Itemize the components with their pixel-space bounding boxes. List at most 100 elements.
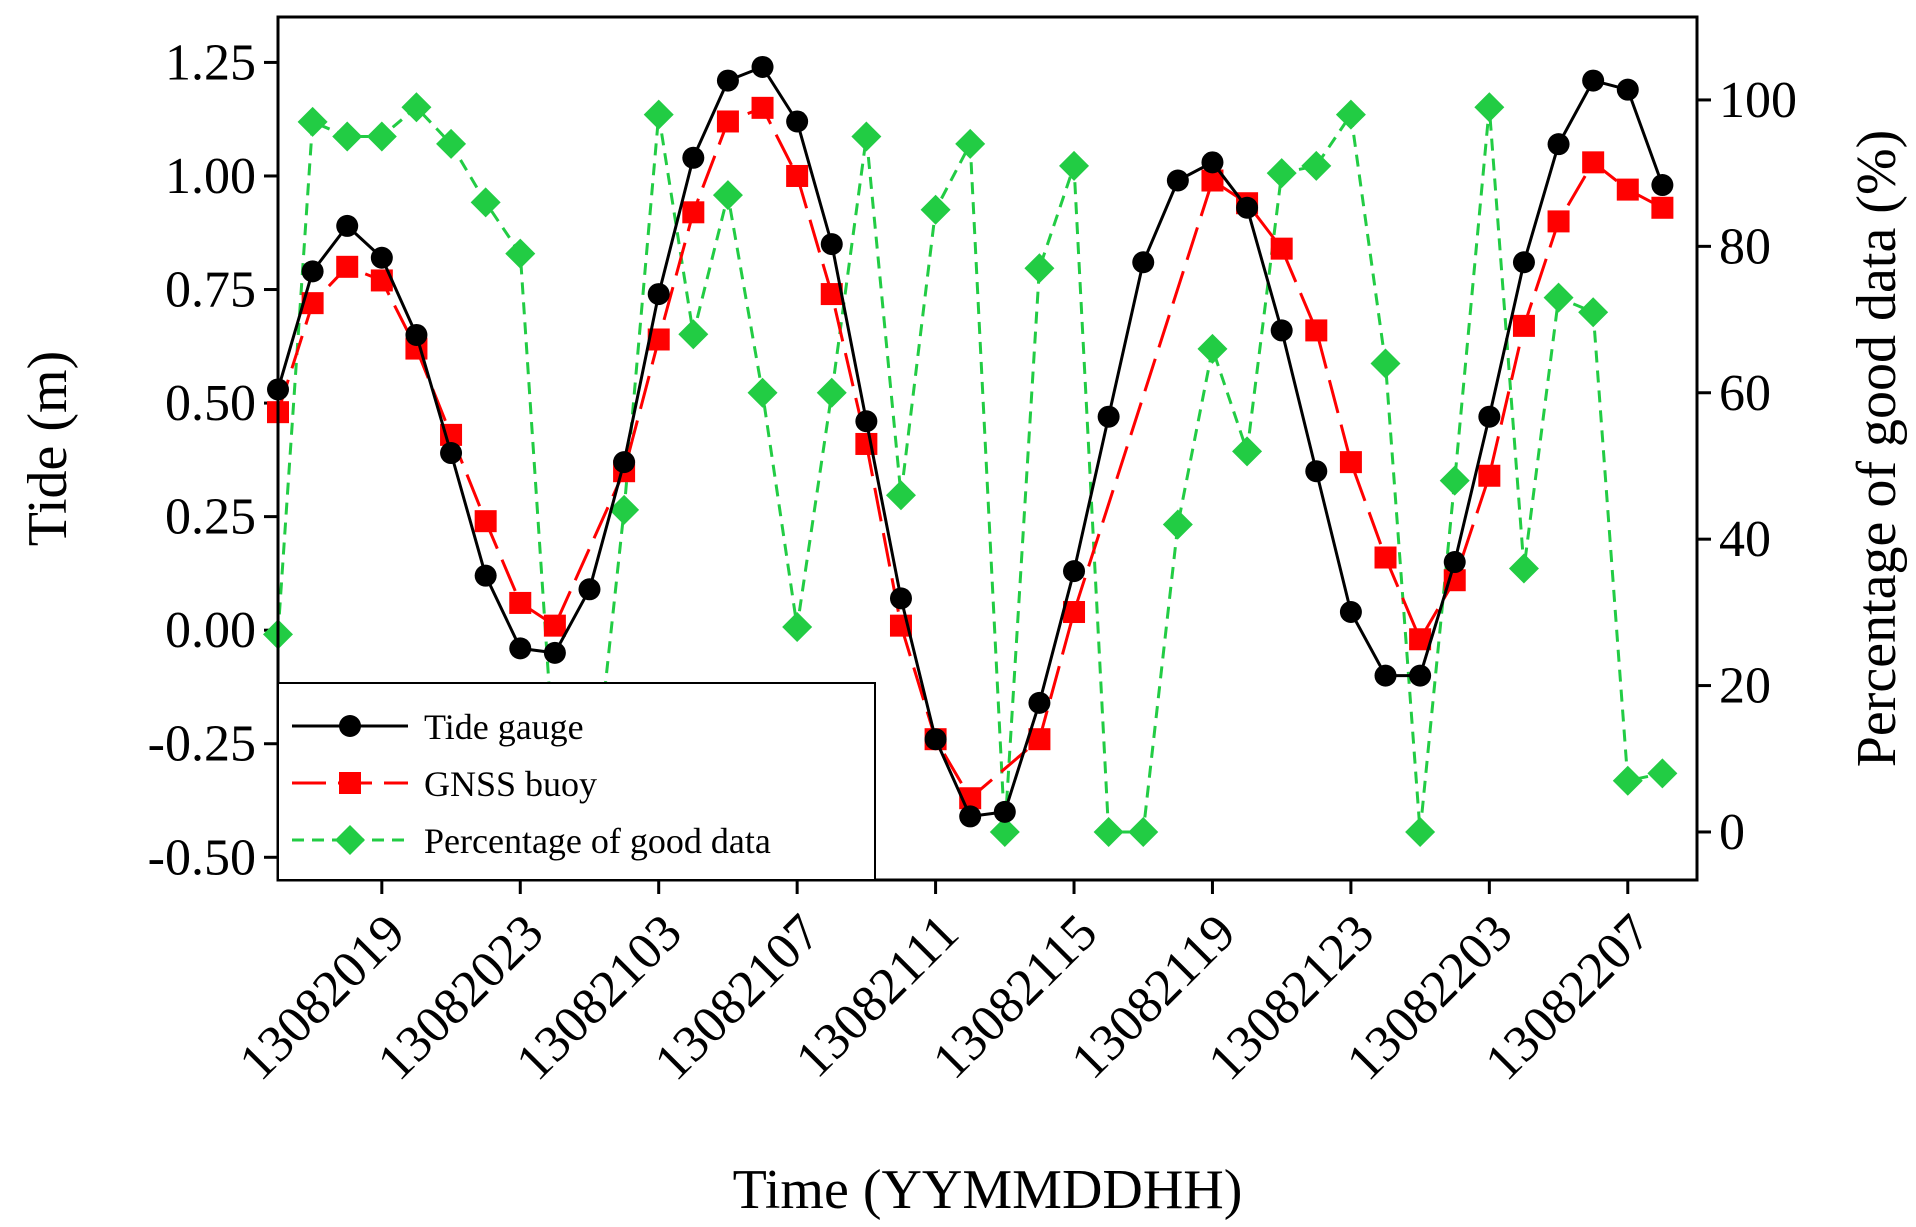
tide-gauge-point — [613, 451, 636, 474]
good-data-point — [332, 121, 363, 152]
good-data-point — [1335, 99, 1366, 130]
gnss-buoy-point — [786, 164, 809, 187]
good-data-point — [1301, 150, 1332, 181]
gnss-buoy-point — [1547, 210, 1570, 233]
gnss-buoy-point — [1305, 319, 1328, 342]
left-tick-label: 0.25 — [165, 489, 256, 546]
tide-gauge-point — [301, 260, 324, 283]
tide-gauge-point — [1201, 151, 1224, 174]
gnss-buoy-point — [1063, 601, 1086, 624]
good-data-point — [297, 106, 328, 137]
tide-gauge-point — [1374, 664, 1397, 687]
good-data-point — [1612, 765, 1643, 796]
tide-gauge-point — [924, 728, 947, 751]
tide-gauge-point — [543, 641, 566, 664]
tide-gauge-point — [1339, 601, 1362, 624]
good-data-point — [1508, 553, 1539, 584]
gnss-buoy-point — [1478, 464, 1501, 487]
tide-gauge-point — [509, 637, 532, 660]
gnss-buoy-point — [474, 510, 497, 533]
right-tick-label: 100 — [1719, 72, 1797, 129]
good-data-point — [885, 480, 916, 511]
tide-gauge-point — [1028, 691, 1051, 714]
gnss-buoy-point — [543, 614, 566, 637]
good-data-point — [1474, 92, 1505, 123]
good-data-point — [955, 128, 986, 159]
good-data-point — [1059, 150, 1090, 181]
good-data-point — [1543, 282, 1574, 313]
tide-gauge-point — [1236, 196, 1259, 219]
right-tick-label: 40 — [1719, 511, 1771, 568]
good-data-point — [1232, 436, 1263, 467]
legend-label: GNSS buoy — [424, 764, 597, 804]
legend-swatch-marker — [339, 715, 361, 737]
good-data-point — [782, 612, 813, 643]
gnss-buoy-point — [682, 201, 705, 224]
good-data-point — [712, 180, 743, 211]
tide-gauge-point — [1409, 664, 1432, 687]
gnss-buoy-point — [370, 269, 393, 292]
good-data-point — [1578, 297, 1609, 328]
tide-gauge-point — [370, 246, 393, 269]
good-data-point — [1024, 253, 1055, 284]
tide-gauge-point — [786, 110, 809, 133]
tide-gauge-point — [959, 805, 982, 828]
left-tick-label: -0.25 — [148, 716, 256, 773]
good-data-point — [816, 377, 847, 408]
right-tick-label: 0 — [1719, 804, 1745, 861]
good-data-point — [1162, 509, 1193, 540]
legend-swatch-marker — [339, 772, 361, 794]
legend-label: Tide gauge — [424, 707, 584, 747]
tide-gauge-series — [267, 55, 1674, 828]
right-axis-title: Percentage of good data (%) — [1846, 130, 1908, 768]
good-data-point — [366, 121, 397, 152]
good-data-point — [505, 238, 536, 269]
tide-gauge-point — [1616, 78, 1639, 101]
legend-label: Percentage of good data — [424, 821, 771, 861]
tide-gauge-point — [1512, 251, 1535, 274]
good-data-point — [678, 319, 709, 350]
tide-gauge-point — [1651, 174, 1674, 197]
gnss-buoy-series — [267, 96, 1674, 810]
good-data-point — [1128, 816, 1159, 847]
good-data-point — [1647, 758, 1678, 789]
good-data-series — [263, 92, 1678, 847]
legend-box — [277, 682, 876, 881]
tide-gauge-point — [855, 410, 878, 433]
gnss-buoy-point — [1512, 314, 1535, 337]
gnss-buoy-point — [1651, 196, 1674, 219]
gnss-buoy-point — [820, 283, 843, 306]
gnss-buoy-point — [716, 110, 739, 133]
right-axis-ticks: 100 80 60 40 20 0 — [1697, 72, 1797, 861]
gnss-buoy-point — [1201, 169, 1224, 192]
tide-gauge-point — [1478, 405, 1501, 428]
tide-gauge-point — [578, 578, 601, 601]
left-tick-label: 1.00 — [165, 148, 256, 205]
left-axis-ticks: 1.25 1.00 0.75 0.50 0.25 0.00 -0.25 -0.50 — [148, 34, 278, 886]
tide-gauge-point — [1582, 69, 1605, 92]
good-data-point — [1093, 816, 1124, 847]
x-axis-title: Time (YYMMDDHH) — [733, 1159, 1243, 1221]
left-tick-label: 0.75 — [165, 262, 256, 319]
good-data-point — [1266, 158, 1297, 189]
tide-gauge-point — [1166, 169, 1189, 192]
good-data-point — [609, 494, 640, 525]
tide-gauge-point — [1443, 551, 1466, 574]
plot-frame — [276, 15, 1699, 882]
tide-gauge-point — [1270, 319, 1293, 342]
gnss-buoy-point — [1270, 237, 1293, 260]
tide-gauge-point — [889, 587, 912, 610]
tide-gauge-point — [1305, 460, 1328, 483]
gnss-buoy-point — [336, 255, 359, 278]
gnss-buoy-point — [647, 328, 670, 351]
good-data-point — [470, 187, 501, 218]
gnss-buoy-point — [1409, 628, 1432, 651]
gnss-buoy-point — [1616, 178, 1639, 201]
tide-gauge-point — [1132, 251, 1155, 274]
good-data-point — [1370, 348, 1401, 379]
tide-gauge-point — [682, 146, 705, 169]
gnss-buoy-point — [751, 96, 774, 119]
gnss-buoy-point — [855, 432, 878, 455]
good-data-point — [1197, 333, 1228, 364]
